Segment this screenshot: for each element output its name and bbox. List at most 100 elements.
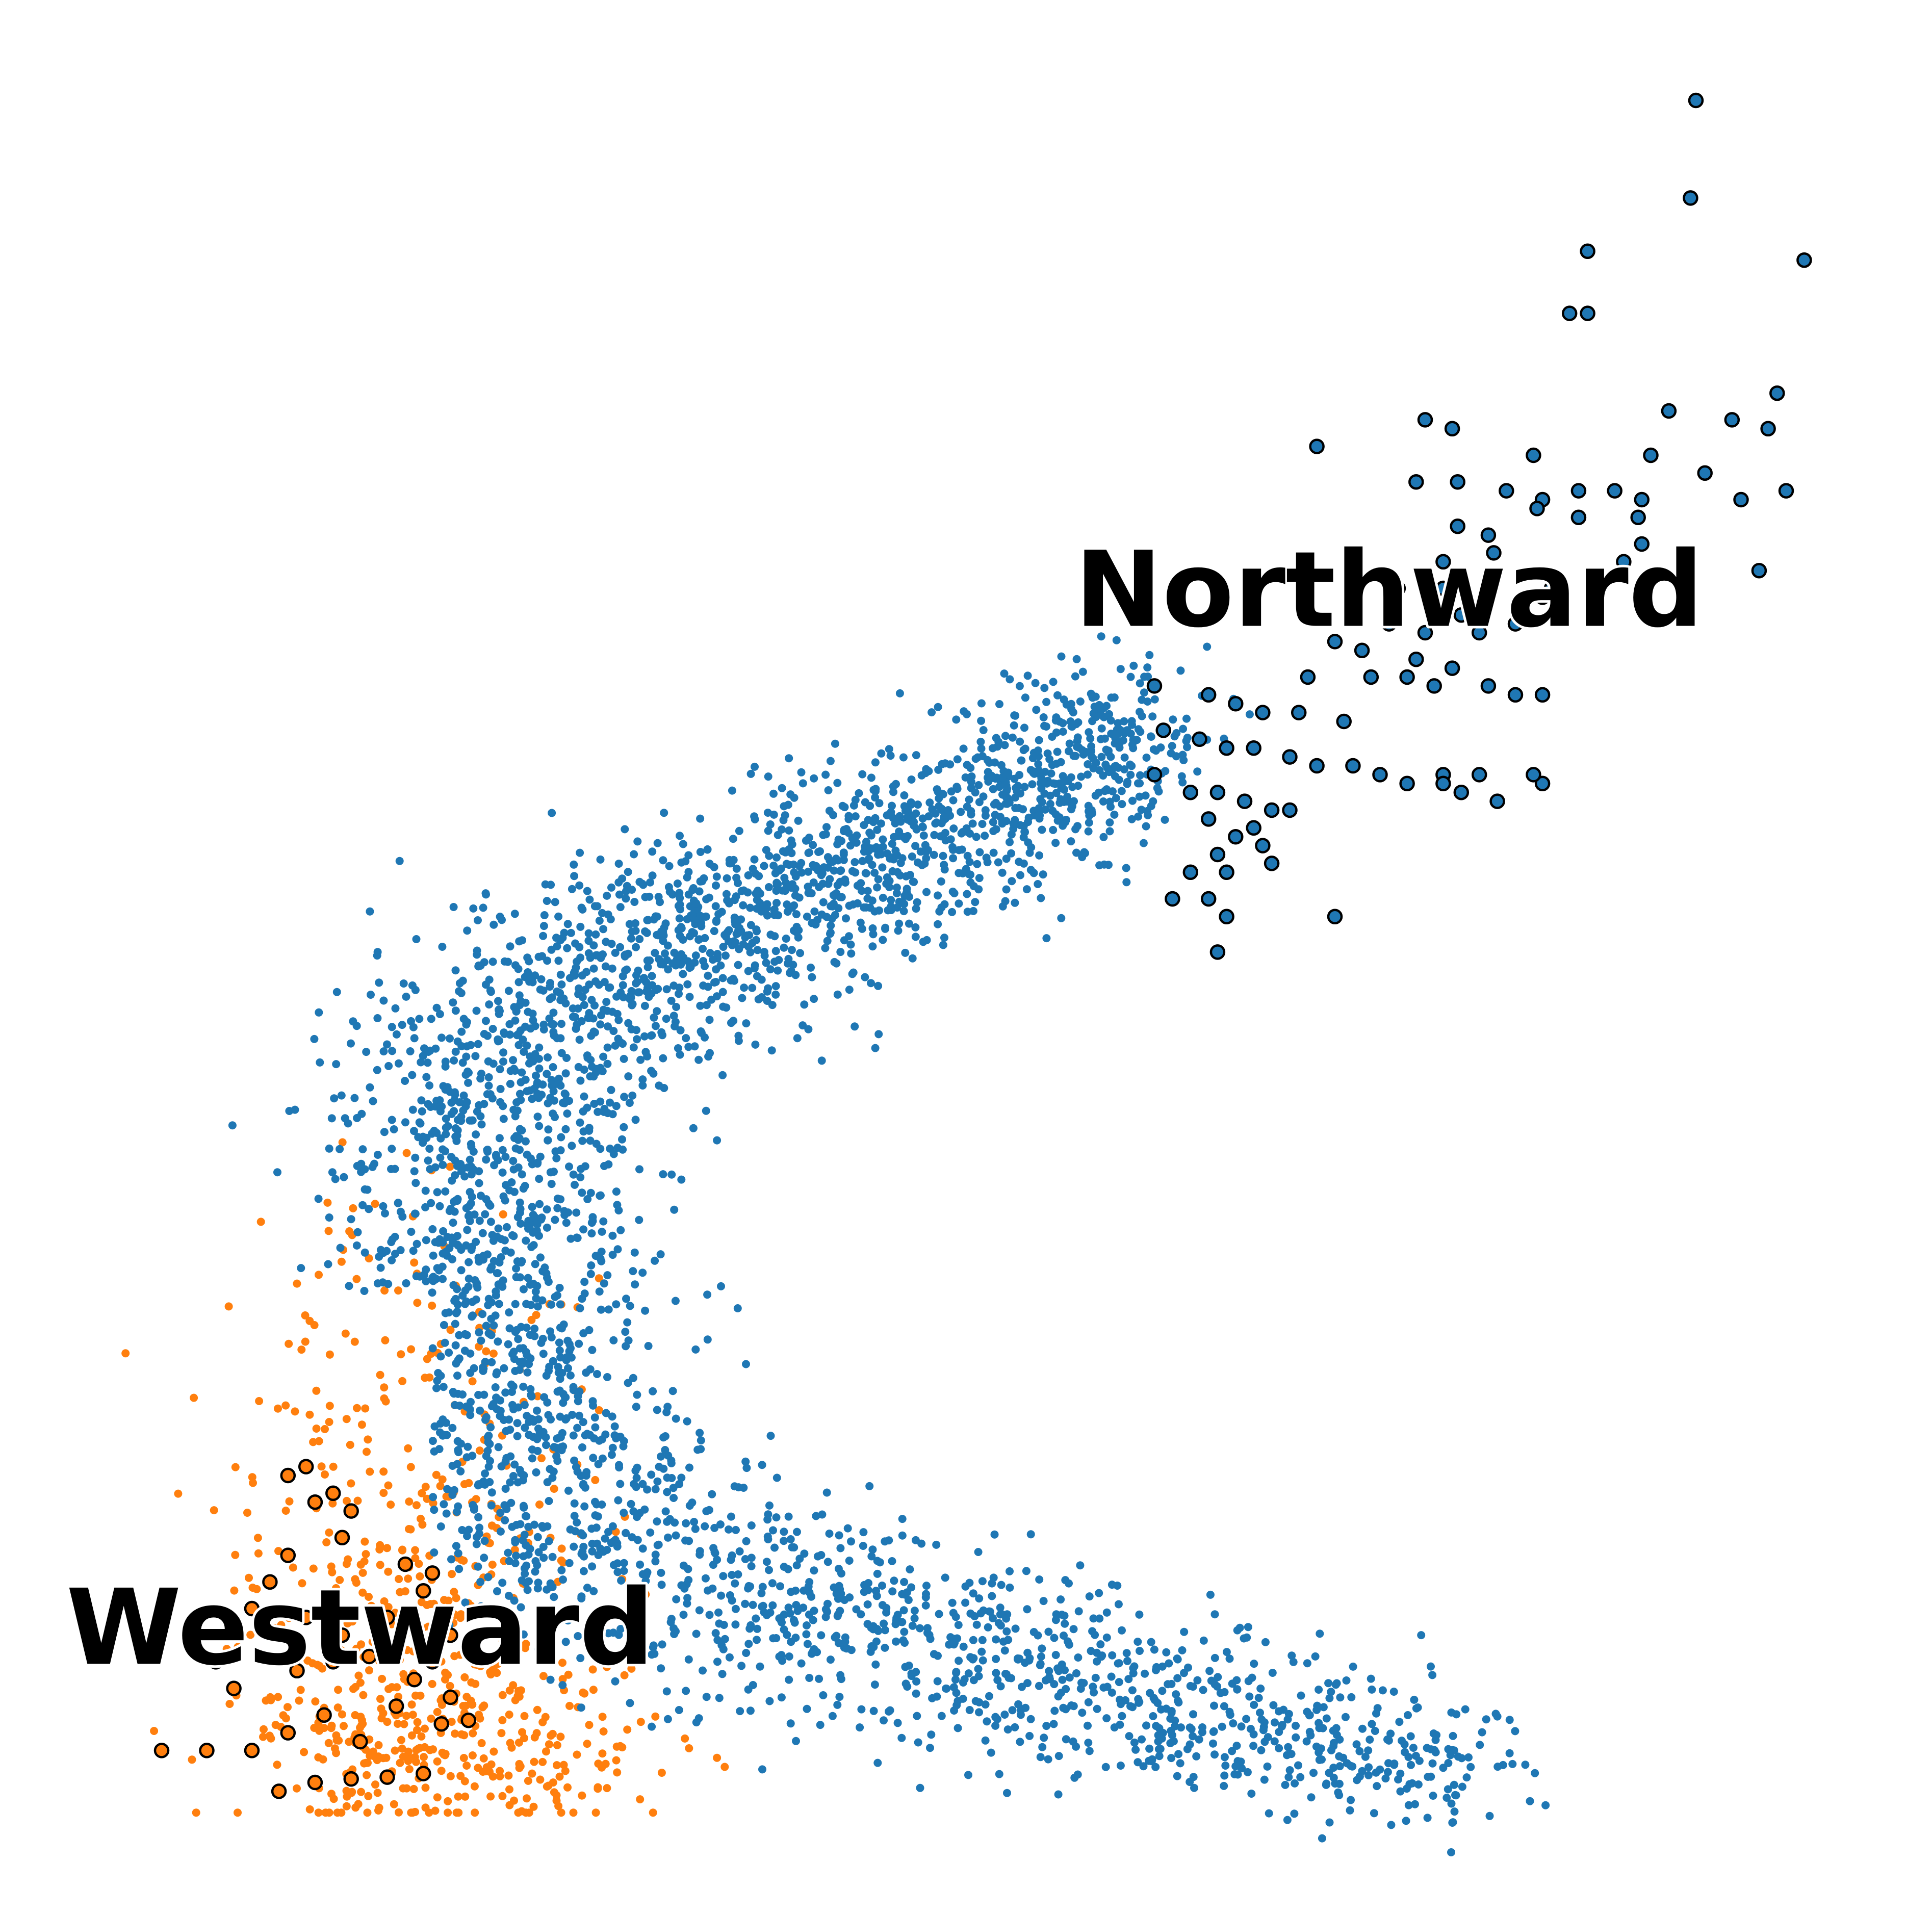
northward-point <box>1256 1684 1265 1693</box>
northward-point <box>764 1535 772 1544</box>
westward-highlight-point <box>361 1648 377 1665</box>
northward-point <box>608 1251 617 1259</box>
northward-point <box>440 1500 448 1509</box>
northward-point <box>1178 1646 1187 1654</box>
northward-point <box>771 869 780 877</box>
northward-point <box>1312 1705 1321 1714</box>
northward-point <box>1395 1718 1404 1726</box>
northward-point <box>1233 1685 1242 1694</box>
westward-point <box>357 1788 366 1796</box>
northward-point <box>634 966 642 975</box>
northward-point <box>772 1513 781 1522</box>
northward-point <box>1011 1723 1019 1731</box>
westward-point <box>277 1621 286 1629</box>
northward-point <box>900 892 909 900</box>
northward-point <box>1016 737 1024 746</box>
northward-point <box>1189 1710 1197 1719</box>
westward-point <box>298 1579 306 1588</box>
northward-point <box>884 906 892 915</box>
northward-point <box>654 1540 663 1549</box>
northward-point <box>578 1188 586 1197</box>
northward-point <box>731 1620 740 1629</box>
northward-point <box>769 1526 777 1535</box>
northward-point <box>1037 1652 1045 1661</box>
northward-point <box>683 1599 691 1608</box>
northward-point <box>1040 789 1049 798</box>
westward-point <box>335 1603 344 1612</box>
northward-point <box>543 1398 552 1407</box>
northward-point <box>610 1422 619 1431</box>
northward-point <box>1042 934 1051 943</box>
northward-point <box>991 758 999 767</box>
northward-point <box>971 1697 980 1705</box>
northward-point <box>1142 1721 1150 1730</box>
northward-point <box>705 1016 714 1024</box>
northward-point <box>505 1308 513 1317</box>
westward-point <box>481 1652 490 1661</box>
northward-point <box>1136 679 1144 688</box>
northward-point <box>1398 1737 1406 1745</box>
northward-highlight-point <box>1607 483 1622 499</box>
northward-point <box>514 965 523 973</box>
northward-point <box>1315 1724 1324 1732</box>
northward-point <box>770 1543 779 1552</box>
northward-point <box>1120 717 1128 726</box>
northward-point <box>1461 1705 1470 1714</box>
northward-point <box>553 1034 561 1043</box>
northward-point <box>607 1085 615 1094</box>
northward-point <box>964 1771 972 1779</box>
northward-point <box>868 942 877 951</box>
northward-point <box>992 734 1000 742</box>
northward-point <box>784 800 792 809</box>
northward-point <box>448 1491 457 1499</box>
westward-point <box>421 1803 430 1812</box>
northward-point <box>659 856 667 865</box>
westward-point <box>267 1696 275 1704</box>
northward-point <box>813 1552 822 1561</box>
northward-point <box>1009 819 1018 828</box>
northward-point <box>1161 815 1169 824</box>
westward-point <box>479 1768 487 1776</box>
northward-point <box>975 1594 984 1603</box>
westward-point <box>612 1756 621 1765</box>
westward-point <box>324 1739 333 1747</box>
northward-point <box>695 1606 704 1615</box>
northward-point <box>1101 1763 1110 1771</box>
northward-point <box>565 1347 574 1356</box>
northward-point <box>1152 1722 1161 1730</box>
northward-point <box>1306 1731 1315 1740</box>
westward-point <box>601 1759 610 1768</box>
northward-point <box>458 1058 467 1067</box>
northward-point <box>710 1548 719 1556</box>
northward-point <box>507 1498 516 1507</box>
northward-point <box>373 1066 381 1074</box>
northward-point <box>360 1165 369 1174</box>
northward-point <box>1147 733 1155 741</box>
northward-point <box>670 948 679 957</box>
northward-point <box>1025 1731 1034 1740</box>
westward-point <box>336 1575 344 1584</box>
northward-point <box>882 1608 891 1617</box>
northward-point <box>609 1561 618 1569</box>
northward-point <box>682 1519 690 1528</box>
northward-point <box>273 1168 281 1177</box>
northward-point <box>513 1432 522 1440</box>
northward-point <box>739 901 748 910</box>
northward-point <box>579 1542 588 1551</box>
northward-point <box>971 755 980 763</box>
northward-point <box>648 1650 656 1659</box>
northward-point <box>1045 755 1054 763</box>
westward-point <box>358 1588 367 1597</box>
northward-point <box>531 1567 539 1576</box>
northward-point <box>1107 1581 1116 1589</box>
northward-point <box>712 965 720 974</box>
northward-point <box>1335 1735 1344 1744</box>
northward-point <box>1003 1725 1012 1734</box>
northward-point <box>966 1609 975 1618</box>
northward-point <box>643 963 652 971</box>
northward-point <box>975 874 984 883</box>
northward-point <box>1476 1741 1484 1749</box>
northward-point <box>809 841 817 849</box>
westward-point <box>322 1538 331 1546</box>
